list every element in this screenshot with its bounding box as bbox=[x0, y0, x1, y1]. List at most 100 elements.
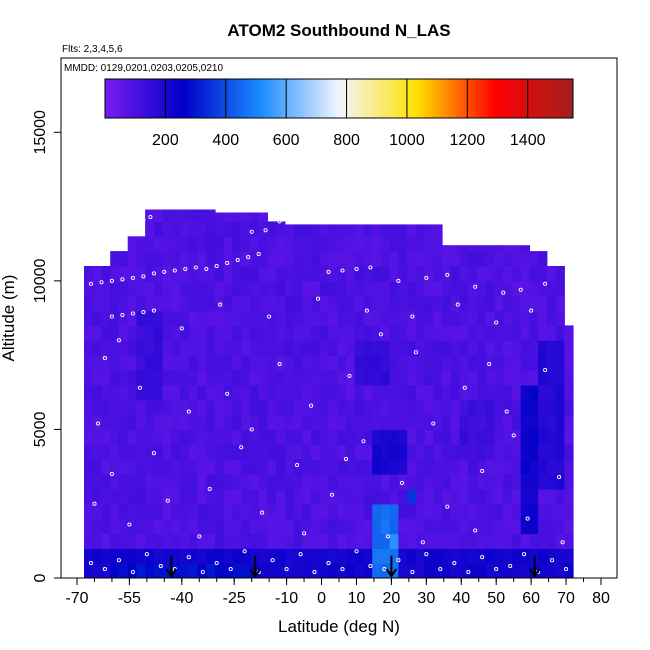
heatmap-cell bbox=[311, 503, 321, 520]
sample-point bbox=[445, 272, 450, 277]
heatmap-cell bbox=[249, 429, 260, 445]
heatmap-cell bbox=[520, 533, 530, 549]
heatmap-cell bbox=[415, 548, 426, 564]
heatmap-cell bbox=[468, 474, 478, 490]
colorbar-swatch bbox=[167, 79, 172, 118]
colorbar-tick-label: 400 bbox=[212, 132, 239, 149]
heatmap-cell bbox=[171, 340, 181, 356]
heatmap-cell bbox=[153, 209, 164, 222]
heatmap-cell bbox=[127, 310, 137, 327]
y-axis-label: Altitude (m) bbox=[0, 275, 18, 362]
heatmap-cell bbox=[511, 245, 522, 252]
heatmap-cell bbox=[346, 488, 356, 505]
heatmap-cell bbox=[180, 355, 190, 371]
heatmap-cell bbox=[485, 444, 495, 460]
heatmap-cell bbox=[328, 459, 338, 475]
heatmap-cell bbox=[372, 325, 382, 341]
x-tick-label: -40 bbox=[170, 590, 193, 607]
heatmap-cell bbox=[84, 488, 94, 505]
heatmap-cell bbox=[407, 474, 417, 490]
heatmap-cell bbox=[267, 325, 277, 341]
heatmap-cell bbox=[520, 280, 530, 297]
heatmap-cell bbox=[136, 518, 146, 535]
heatmap-cell bbox=[162, 533, 172, 549]
heatmap-cell bbox=[459, 399, 469, 416]
heatmap-cell bbox=[110, 563, 120, 578]
heatmap-cell bbox=[529, 266, 539, 282]
heatmap-cell bbox=[459, 325, 469, 341]
heatmap-cell bbox=[450, 245, 461, 252]
heatmap-cell bbox=[380, 444, 391, 460]
heatmap-cell bbox=[337, 251, 347, 267]
x-axis-label: Latitude (deg N) bbox=[278, 617, 400, 636]
heatmap-cell bbox=[424, 370, 434, 386]
heatmap-cell bbox=[389, 459, 399, 475]
heatmap-cell bbox=[197, 444, 207, 460]
heatmap-cell bbox=[477, 444, 487, 460]
heatmap-cell bbox=[555, 533, 565, 549]
sample-point bbox=[329, 492, 335, 497]
heatmap-cell bbox=[215, 236, 225, 252]
heatmap-cell bbox=[188, 295, 199, 312]
colorbar-swatch bbox=[296, 79, 301, 118]
heatmap-cell bbox=[363, 280, 373, 297]
heatmap-cell bbox=[180, 280, 190, 297]
colorbar-swatch bbox=[561, 79, 566, 118]
heatmap-cell bbox=[127, 414, 137, 431]
heatmap-cell bbox=[546, 518, 557, 535]
heatmap-cell bbox=[450, 518, 461, 535]
colorbar-swatch bbox=[225, 79, 231, 118]
heatmap-cell bbox=[162, 384, 172, 401]
heatmap-cell bbox=[407, 280, 417, 297]
heatmap-cell bbox=[407, 295, 417, 312]
sample-point bbox=[109, 471, 114, 477]
sample-point bbox=[165, 498, 170, 503]
heatmap-cell bbox=[206, 370, 216, 386]
heatmap-cell bbox=[267, 429, 277, 445]
heatmap-cell bbox=[162, 236, 172, 252]
heatmap-cell bbox=[424, 548, 434, 564]
heatmap-cell bbox=[92, 325, 102, 341]
heatmap-cell bbox=[380, 266, 391, 282]
heatmap-cell bbox=[450, 488, 461, 505]
heatmap-cell bbox=[564, 355, 574, 371]
sample-point bbox=[95, 421, 101, 426]
heatmap-cell bbox=[84, 370, 94, 386]
colorbar-swatch bbox=[526, 79, 531, 118]
sample-point bbox=[378, 332, 383, 337]
heatmap-cell bbox=[372, 444, 382, 460]
heatmap-cell bbox=[529, 429, 539, 445]
heatmap-cell bbox=[354, 384, 364, 401]
colorbar-tick-label: 1200 bbox=[450, 132, 486, 149]
colorbar-swatch bbox=[553, 79, 558, 118]
heatmap-cell bbox=[372, 518, 382, 535]
colorbar-swatch bbox=[186, 79, 192, 118]
heatmap-cell bbox=[171, 444, 181, 460]
heatmap-cell bbox=[363, 488, 373, 505]
heatmap-cell bbox=[302, 399, 312, 416]
heatmap-cell bbox=[372, 355, 382, 371]
colorbar-swatch bbox=[417, 79, 422, 118]
heatmap-cell bbox=[546, 310, 557, 327]
heatmap-cell bbox=[101, 340, 111, 356]
heatmap-cell bbox=[354, 503, 364, 520]
heatmap-cell bbox=[459, 518, 469, 535]
heatmap-cell bbox=[171, 236, 181, 252]
heatmap-cell bbox=[494, 488, 504, 505]
heatmap-cell bbox=[197, 474, 207, 490]
heatmap-cell bbox=[101, 370, 111, 386]
heatmap-cell bbox=[136, 236, 146, 252]
heatmap-cell bbox=[363, 533, 373, 549]
heatmap-cell bbox=[442, 245, 452, 252]
heatmap-cell bbox=[223, 533, 233, 549]
heatmap-cell bbox=[564, 488, 574, 505]
heatmap-cell bbox=[546, 533, 557, 549]
sample-point bbox=[183, 266, 188, 272]
heatmap-cell bbox=[153, 325, 164, 341]
heatmap-cell bbox=[372, 236, 382, 252]
heatmap-cell bbox=[450, 533, 461, 549]
heatmap-cell bbox=[302, 280, 312, 297]
heatmap-cell bbox=[398, 488, 408, 505]
heatmap-cell bbox=[538, 325, 548, 341]
heatmap-cell bbox=[267, 251, 277, 267]
